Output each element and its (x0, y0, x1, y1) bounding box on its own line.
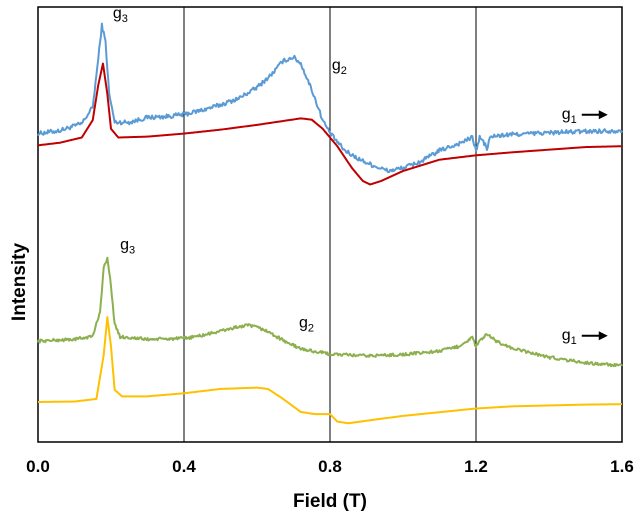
series-line-2 (37, 62, 623, 186)
y-axis-label: Intensity (9, 243, 30, 322)
arrow-head (598, 331, 608, 341)
annotation-label: g1 (562, 106, 577, 126)
x-tick-label: 0.4 (172, 457, 196, 476)
annotation-g3: g3 (120, 236, 135, 256)
annotation-label: g3 (120, 236, 135, 256)
annotation-g3: g3 (113, 5, 128, 25)
series-line-3 (37, 256, 623, 368)
annotation-label: g3 (113, 5, 128, 25)
annotation-label: g2 (332, 57, 347, 77)
series-line-1 (37, 22, 623, 174)
annotation-g2: g2 (299, 315, 314, 335)
vertical-reference-lines (183, 7, 477, 442)
series-layer (37, 22, 623, 425)
x-tick-label: 1.6 (610, 457, 634, 476)
annotations-layer: g3 g2 g1 g3 g2 g1 (113, 5, 608, 347)
arrow-head (598, 110, 608, 120)
x-tick-label: 1.2 (464, 457, 488, 476)
annotation-label: g2 (299, 315, 314, 335)
x-tick-labels: 0.0 0.4 0.8 1.2 1.6 (26, 457, 634, 476)
annotation-g2: g2 (332, 57, 347, 77)
annotation-g1: g1 (562, 106, 608, 126)
annotation-label: g1 (562, 327, 577, 347)
x-tick-label: 0.0 (26, 457, 50, 476)
x-axis-label: Field (T) (293, 491, 367, 512)
annotation-g1: g1 (562, 327, 608, 347)
series-line-4 (37, 316, 623, 425)
x-tick-label: 0.8 (318, 457, 342, 476)
